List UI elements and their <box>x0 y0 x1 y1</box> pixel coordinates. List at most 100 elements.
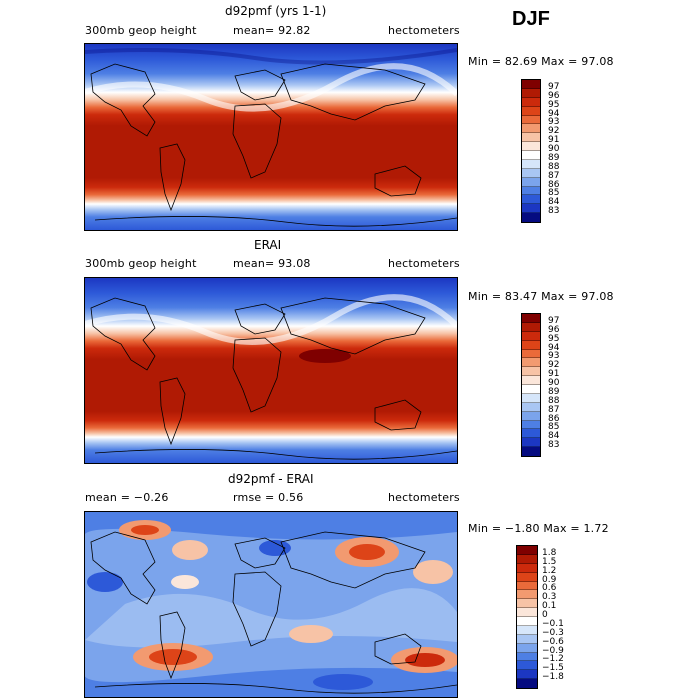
colorbar-swatch <box>517 590 537 600</box>
colorbar-tick-label: 96 <box>548 324 560 335</box>
colorbar-swatch <box>517 661 537 671</box>
colorbar-swatch <box>522 429 540 439</box>
colorbar-swatch <box>522 106 540 116</box>
colorbar-swatch <box>517 599 537 609</box>
colorbar-tick-label: 93 <box>548 351 560 362</box>
panel-3-colorbar <box>516 545 538 689</box>
panel-3-colorbar-labels: 1.8 1.5 1.2 0.9 0.6 0.3 0.1 0 −0.1 −0.3 −0.6 −0.9 −1… <box>542 545 578 689</box>
panel-3-minmax-label: Min = −1.80 Max = 1.72 <box>468 522 609 535</box>
colorbar-tick-label: 1.8 <box>542 547 557 558</box>
panel-1-colorbar <box>521 79 541 223</box>
colorbar-tick-label: 87 <box>548 170 560 181</box>
colorbar-swatch <box>522 80 540 89</box>
colorbar-tick-label: 93 <box>548 117 560 128</box>
colorbar-tick-label: 97 <box>548 315 560 326</box>
colorbar-swatch <box>522 142 540 151</box>
colorbar-tick-label: 88 <box>548 161 560 172</box>
panel-1-title: d92pmf (yrs 1-1) <box>225 4 327 18</box>
colorbar-swatch <box>522 349 540 359</box>
colorbar-tick-label: −1.2 <box>542 654 564 665</box>
colorbar-swatch <box>517 670 537 680</box>
colorbar-tick-label: 0.9 <box>542 574 557 585</box>
colorbar-swatch <box>517 634 537 644</box>
panel-2-map <box>84 277 458 464</box>
colorbar-tick-label: 1.2 <box>542 565 557 576</box>
colorbar-tick-label: 0 <box>542 610 548 620</box>
colorbar-tick-label: 94 <box>548 108 560 119</box>
panel-2-mean-label: mean= 93.08 <box>233 257 311 270</box>
colorbar-tick-label: −0.6 <box>542 636 564 647</box>
colorbar-swatch <box>522 124 540 134</box>
panel-1-colorbar-labels: 97 96 95 94 93 92 91 90 89 88 87 86 85 84 83 <box>548 79 578 223</box>
colorbar-swatch <box>517 625 537 635</box>
colorbar-swatch <box>522 195 540 205</box>
panel-1-mean-label: mean= 92.82 <box>233 24 311 37</box>
colorbar-swatch <box>517 572 537 582</box>
colorbar-tick-label: −1.8 <box>542 672 564 683</box>
panel-1-minmax-label: Min = 82.69 Max = 97.08 <box>468 55 614 68</box>
colorbar-tick-label: 84 <box>548 197 560 208</box>
colorbar-tick-label: −0.3 <box>542 627 564 638</box>
panel-2-variable-label: 300mb geop height <box>85 257 197 270</box>
colorbar-swatch <box>517 608 537 617</box>
colorbar-swatch <box>517 679 537 688</box>
colorbar-swatch <box>522 177 540 187</box>
colorbar-swatch <box>522 367 540 377</box>
colorbar-tick-label: 95 <box>548 99 560 110</box>
colorbar-tick-label: 96 <box>548 90 560 101</box>
colorbar-swatch <box>522 88 540 98</box>
colorbar-tick-label: 91 <box>548 369 560 380</box>
colorbar-tick-label: −1.5 <box>542 663 564 674</box>
colorbar-tick-label: 89 <box>548 386 560 397</box>
colorbar-tick-label: 97 <box>548 81 560 92</box>
colorbar-tick-label: 88 <box>548 395 560 406</box>
panel-3-mean-label: mean = −0.26 <box>85 491 169 504</box>
colorbar-tick-label: 92 <box>548 126 560 137</box>
panel-1-units-label: hectometers <box>388 24 460 37</box>
colorbar-swatch <box>522 331 540 341</box>
panel-2-contour-field <box>85 278 457 463</box>
panel-2-colorbar <box>521 313 541 457</box>
colorbar-tick-label: 85 <box>548 422 560 433</box>
colorbar-tick-label: 86 <box>548 413 560 424</box>
colorbar-tick-label: 90 <box>548 378 560 388</box>
colorbar-tick-label: −0.1 <box>542 618 564 629</box>
colorbar-swatch <box>522 97 540 107</box>
colorbar-swatch <box>522 358 540 368</box>
colorbar-tick-label: 0.1 <box>542 601 557 612</box>
colorbar-swatch <box>522 385 540 394</box>
colorbar-swatch <box>522 438 540 448</box>
colorbar-swatch <box>517 554 537 564</box>
season-title: DJF <box>512 8 550 30</box>
colorbar-swatch <box>522 376 540 385</box>
panel-3-rmse-label: rmse = 0.56 <box>233 491 304 504</box>
colorbar-swatch <box>517 546 537 555</box>
panel-3-map <box>84 511 458 698</box>
colorbar-swatch <box>522 168 540 178</box>
colorbar-swatch <box>522 393 540 403</box>
colorbar-swatch <box>522 115 540 125</box>
panel-1-variable-label: 300mb geop height <box>85 24 197 37</box>
colorbar-swatch <box>517 581 537 591</box>
colorbar-tick-label: 83 <box>548 206 560 217</box>
colorbar-swatch <box>517 617 537 626</box>
colorbar-tick-label: 91 <box>548 135 560 146</box>
panel-2-colorbar-labels: 97 96 95 94 93 92 91 90 89 88 87 86 85 84 83 <box>548 313 578 457</box>
colorbar-tick-label: 94 <box>548 342 560 353</box>
colorbar-swatch <box>522 151 540 160</box>
colorbar-tick-label: 87 <box>548 404 560 415</box>
colorbar-tick-label: 84 <box>548 431 560 442</box>
colorbar-tick-label: −0.9 <box>542 645 564 656</box>
colorbar-swatch <box>517 563 537 573</box>
colorbar-swatch <box>522 420 540 430</box>
colorbar-tick-label: 1.5 <box>542 556 557 567</box>
panel-1-map <box>84 43 458 231</box>
colorbar-tick-label: 89 <box>548 152 560 163</box>
panel-1-contour-field <box>85 44 457 230</box>
colorbar-tick-label: 0.6 <box>542 583 557 594</box>
colorbar-tick-label: 86 <box>548 179 560 190</box>
panel-2-minmax-label: Min = 83.47 Max = 97.08 <box>468 290 614 303</box>
panel-1-coastlines <box>90 63 457 227</box>
panel-3-contour-field <box>85 512 457 697</box>
colorbar-tick-label: 92 <box>548 360 560 371</box>
